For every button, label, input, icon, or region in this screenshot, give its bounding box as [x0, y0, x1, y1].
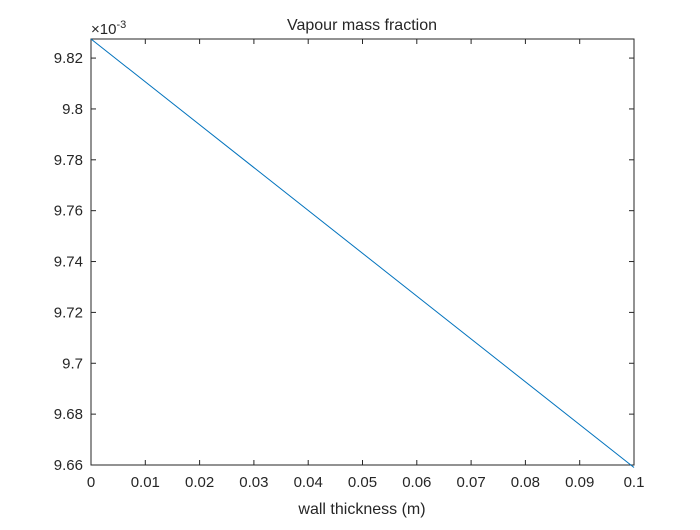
y-tick-label: 9.68: [54, 406, 83, 423]
y-tick-label: 9.8: [62, 101, 83, 118]
x-axis-label: wall thickness (m): [297, 501, 425, 518]
y-axis-exponent: ×10-3: [91, 19, 126, 38]
x-tick-label: 0.08: [511, 474, 540, 491]
y-tick-label: 9.74: [54, 254, 83, 271]
y-tick-label: 9.66: [54, 457, 83, 474]
x-tick-label: 0.02: [185, 474, 214, 491]
y-tick-label: 9.76: [54, 203, 83, 220]
x-axis-ticks: 0 0.01 0.02 0.03 0.04 0.05 0.06 0.07 0.08 0.09 0.1: [87, 39, 645, 491]
y-axis-ticks: 9.66 9.68 9.7 9.72 9.74 9.76 9.78 9.8 9.82: [54, 50, 634, 474]
chart-title: Vapour mass fraction: [287, 17, 437, 34]
x-tick-label: 0: [87, 474, 95, 491]
x-tick-label: 0.07: [456, 474, 485, 491]
series-line: [90, 38, 635, 468]
y-tick-label: 9.78: [54, 152, 83, 169]
y-exponent-power: -3: [116, 19, 126, 31]
x-tick-label: 0.01: [131, 474, 160, 491]
x-tick-label: 0.06: [402, 474, 431, 491]
x-tick-label: 0.03: [239, 474, 268, 491]
x-tick-label: 0.05: [348, 474, 377, 491]
x-tick-label: 0.09: [565, 474, 594, 491]
x-tick-label: 0.1: [624, 474, 645, 491]
y-tick-label: 9.82: [54, 50, 83, 67]
series-layer: [90, 38, 635, 468]
y-tick-label: 9.7: [62, 355, 83, 372]
y-exponent-base: ×10: [91, 21, 116, 38]
y-tick-label: 9.72: [54, 304, 83, 321]
x-tick-label: 0.04: [294, 474, 323, 491]
